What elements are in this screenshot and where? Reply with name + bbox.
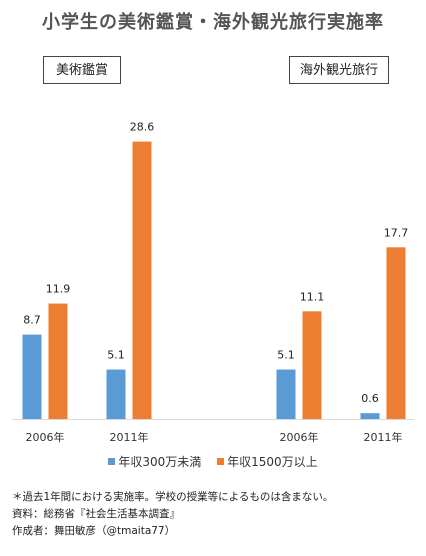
panel-label-art: 美術鑑賞 <box>43 56 121 84</box>
footnote-source: 資料：総務省『社会生活基本調査』 <box>12 508 180 520</box>
legend-item-high-income: 年収1500万以上 <box>217 453 318 470</box>
bar-panel0-2011年-series1 <box>132 141 152 419</box>
bar-panel1-2011年-series0 <box>360 413 380 419</box>
bar-panel0-2006年-series0 <box>22 334 42 419</box>
legend-label-low-income: 年収300万未満 <box>118 455 202 469</box>
data-label-panel0-2011年-series1: 28.6 <box>130 121 155 134</box>
legend-swatch-high-income <box>217 458 225 465</box>
data-label-panel1-2011年-series0: 0.6 <box>361 392 379 405</box>
x-tick-label-panel1-1: 2011年 <box>364 430 403 444</box>
footnotes: ＊過去1年間における実施率。学校の授業等によるものは含まない。 資料：総務省『社… <box>12 489 333 540</box>
bar-panel1-2006年-series0 <box>276 369 296 419</box>
bar-panel1-2011年-series1 <box>386 247 406 419</box>
footnote-definition: ＊過去1年間における実施率。学校の授業等によるものは含まない。 <box>12 491 334 503</box>
bar-panel0-2011年-series0 <box>106 369 126 419</box>
x-tick-label-panel0-0: 2006年 <box>26 430 65 444</box>
legend-label-high-income: 年収1500万以上 <box>227 455 318 469</box>
chart-title: 小学生の美術鑑賞・海外観光旅行実施率 <box>42 12 384 33</box>
data-label-panel0-2011年-series0: 5.1 <box>107 349 125 362</box>
panel-label-travel: 海外観光旅行 <box>289 56 389 84</box>
data-label-panel0-2006年-series1: 11.9 <box>46 283 71 296</box>
data-label-panel0-2006年-series0: 8.7 <box>23 314 41 327</box>
legend: 年収300万未満 年収1500万以上 <box>0 453 426 470</box>
x-tick-label-panel1-0: 2006年 <box>280 430 319 444</box>
data-label-panel1-2006年-series0: 5.1 <box>277 349 295 362</box>
legend-item-low-income: 年収300万未満 <box>108 453 201 470</box>
bar-panel1-2006年-series1 <box>302 311 322 419</box>
bar-panel0-2006年-series1 <box>48 303 68 419</box>
x-tick-label-panel0-1: 2011年 <box>110 430 149 444</box>
data-label-panel1-2011年-series1: 17.7 <box>384 226 409 239</box>
data-label-panel1-2006年-series1: 11.1 <box>300 290 325 303</box>
footnote-author: 作成者：舞田敏彦（@tmaita77） <box>12 525 176 537</box>
legend-swatch-low-income <box>108 458 116 465</box>
